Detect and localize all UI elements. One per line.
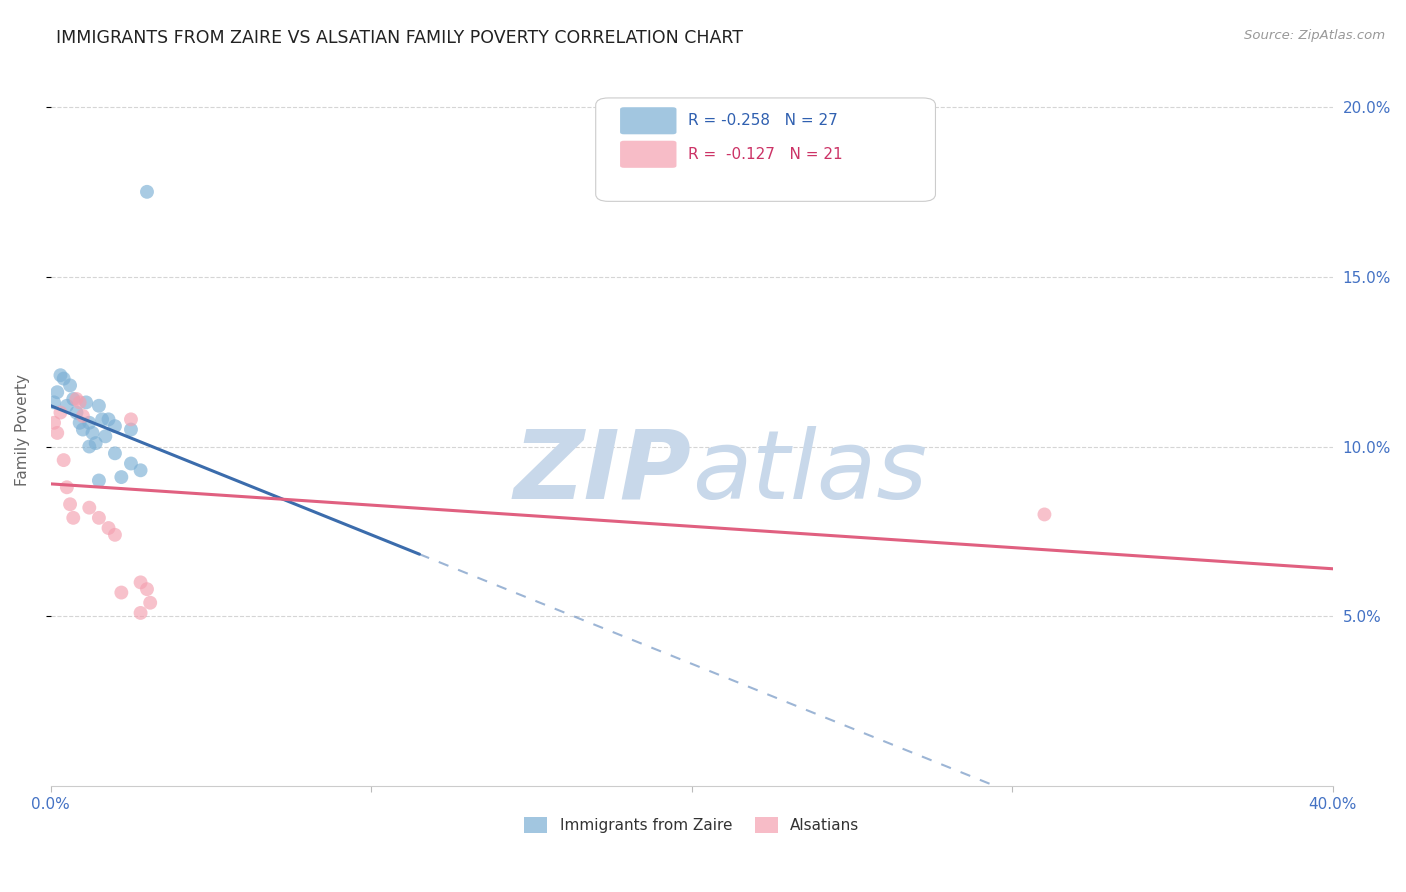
Point xyxy=(110,585,132,599)
Point xyxy=(129,575,152,590)
Point xyxy=(72,409,94,423)
Point xyxy=(59,378,82,392)
Point xyxy=(79,440,101,454)
Text: IMMIGRANTS FROM ZAIRE VS ALSATIAN FAMILY POVERTY CORRELATION CHART: IMMIGRANTS FROM ZAIRE VS ALSATIAN FAMILY… xyxy=(56,29,744,46)
Point xyxy=(94,429,117,443)
Point xyxy=(120,457,142,471)
Point xyxy=(87,399,110,413)
Y-axis label: Family Poverty: Family Poverty xyxy=(15,374,30,485)
Point xyxy=(82,425,104,440)
Text: R =  -0.127   N = 21: R = -0.127 N = 21 xyxy=(688,147,842,161)
Point xyxy=(87,511,110,525)
Point xyxy=(56,399,79,413)
Point xyxy=(46,385,69,400)
Point xyxy=(136,185,159,199)
Point xyxy=(65,392,87,406)
FancyBboxPatch shape xyxy=(620,141,676,168)
Point xyxy=(79,416,101,430)
Point xyxy=(69,395,91,409)
Point xyxy=(69,416,91,430)
Point xyxy=(62,511,84,525)
Point xyxy=(52,453,75,467)
Text: atlas: atlas xyxy=(692,425,927,519)
Point xyxy=(129,606,152,620)
Point xyxy=(46,425,69,440)
Legend: Immigrants from Zaire, Alsatians: Immigrants from Zaire, Alsatians xyxy=(519,811,866,839)
Point xyxy=(79,500,101,515)
Point xyxy=(84,436,107,450)
Point xyxy=(1033,508,1056,522)
Point xyxy=(59,497,82,511)
Point xyxy=(104,528,127,542)
Point xyxy=(87,474,110,488)
Point xyxy=(97,521,120,535)
Point xyxy=(75,395,97,409)
Point xyxy=(104,419,127,434)
Text: R = -0.258   N = 27: R = -0.258 N = 27 xyxy=(688,113,838,128)
Point xyxy=(49,406,72,420)
Text: ZIP: ZIP xyxy=(515,425,692,519)
Point xyxy=(120,423,142,437)
Point xyxy=(136,582,159,596)
Point xyxy=(110,470,132,484)
FancyBboxPatch shape xyxy=(620,107,676,135)
Point xyxy=(52,371,75,385)
Point xyxy=(65,406,87,420)
Point xyxy=(120,412,142,426)
Point xyxy=(62,392,84,406)
Point xyxy=(97,412,120,426)
Point xyxy=(42,395,65,409)
Point xyxy=(56,480,79,494)
Point xyxy=(91,412,114,426)
Point xyxy=(139,596,162,610)
Point xyxy=(42,416,65,430)
Point xyxy=(129,463,152,477)
FancyBboxPatch shape xyxy=(596,98,935,202)
Point xyxy=(49,368,72,383)
Text: Source: ZipAtlas.com: Source: ZipAtlas.com xyxy=(1244,29,1385,42)
Point xyxy=(104,446,127,460)
Point xyxy=(72,423,94,437)
